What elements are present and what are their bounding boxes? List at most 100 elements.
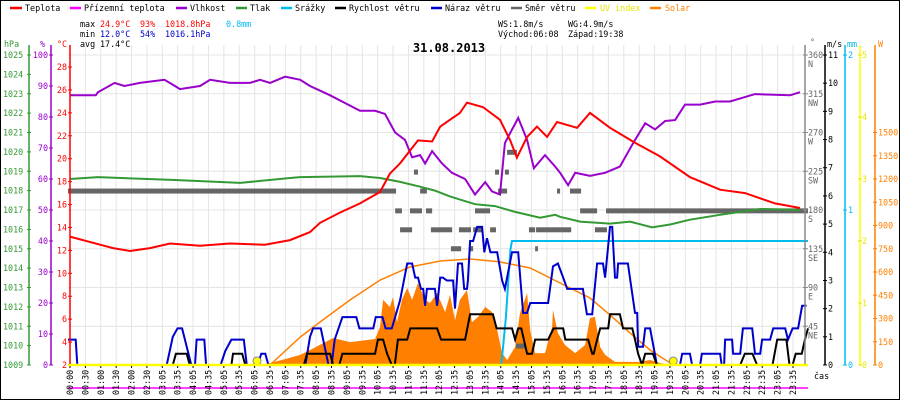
wind-tick-label: 6 [828,191,833,201]
temperature-tick-label: 2 [62,360,67,370]
x-tick-label: 23:35 [788,370,798,395]
direction-compass-label: SE [808,253,818,263]
pressure-tick-label: 1012 [3,302,23,312]
legend-label: Vlhkost [190,3,225,13]
x-tick-label: 15:35 [542,370,552,395]
axes-layer: hPa % °C ° m/s mm W čas 00:00 00:30 01:00 0… [3,37,898,395]
x-tick-label: 06:35 [265,370,275,395]
direction-unit: ° [810,37,815,47]
temperature-tick-label: 18 [57,177,67,187]
temperature-tick-label: 26 [57,85,67,95]
temperature-tick-label: 22 [57,131,67,141]
legend-item-humidity[interactable]: Vlhkost [176,3,225,13]
direction-compass-label: W [808,137,814,147]
wind-direction-mark [420,188,427,194]
wind-gust-max: WG:4.9m/s [568,19,613,29]
legend-item-temperature[interactable]: Teplota [10,3,60,13]
legend-item-wind-direction[interactable]: Směr větru [511,3,575,13]
legend-label: Rychlost větru [349,3,420,13]
legend-label: Náraz větru [445,3,500,13]
legend-item-pressure[interactable]: Tlak [236,3,270,13]
legend-item-solar[interactable]: Solar [650,3,690,13]
time-unit: čas [814,371,829,381]
wind-direction-mark [535,246,538,252]
x-tick-label: 23:05 [773,370,783,395]
x-tick-label: 19:35 [665,370,675,395]
x-tick-label: 09:35 [357,370,367,395]
x-tick-label: 01:00 [96,370,106,395]
pressure-tick-label: 1020 [3,147,23,157]
pressure-tick-label: 1024 [3,69,23,79]
wind-tick-label: 11 [828,50,838,60]
legend-item-rain[interactable]: Srážky [281,3,325,13]
wind-direction-mark [458,227,471,233]
x-tick-label: 21:05 [711,370,721,395]
x-tick-label: 19:05 [650,370,660,395]
temperature-tick-label: 4 [62,337,67,347]
solar-tick-label: 300 [878,314,893,324]
x-tick-label: 13:05 [465,370,475,395]
wind-direction-mark [425,208,433,214]
wind-tick-label: 10 [828,78,838,88]
uv-tick-label: 4 [862,112,867,122]
solar-tick-label: 150 [878,337,893,347]
legend-item-ground-temperature[interactable]: Přízemní teplota [70,3,165,13]
legend-item-uv-index[interactable]: UV index [585,3,640,13]
x-tick-label: 12:05 [434,370,444,395]
legend-item-wind-gust[interactable]: Náraz větru [431,3,500,13]
x-tick-label: 05:05 [219,370,229,395]
stats-block: max 24.9°C 93% 1018.8hPa 0.8mm min 12.0°… [80,19,623,49]
sunrise-time: Východ:06:08 [498,29,559,39]
wind-direction-mark [504,169,509,175]
solar-tick-label: 600 [878,267,893,277]
x-tick-label: 18:35 [634,370,644,395]
wind-direction-mark [569,188,582,194]
x-tick-label: 05:35 [234,370,244,395]
min-temp: 12.0°C [100,29,130,39]
pressure-tick-label: 1025 [3,50,23,60]
x-tick-label: 14:35 [511,370,521,395]
temperature-tick-label: 6 [62,314,67,324]
rain-tick-label: 2 [848,50,853,60]
wind-direction-mark [580,208,598,214]
x-tick-label: 12:35 [450,370,460,395]
direction-tick-label: 135 [808,244,823,254]
rain-total: 0.8mm [226,19,251,29]
sun-event-marker [252,356,262,366]
uv-tick-label: 3 [862,174,867,184]
legend-label: Solar [665,3,690,13]
legend-label: Směr větru [525,3,575,13]
max-pressure: 1018.8hPa [165,19,210,29]
legend-item-wind-speed[interactable]: Rychlost větru [335,3,420,13]
pressure-tick-label: 1014 [3,263,23,273]
x-tick-label: 18:05 [619,370,629,395]
wind-direction-mark [498,188,508,194]
x-tick-label: 13:35 [480,370,490,395]
pressure-tick-label: 1017 [3,205,23,215]
pressure-tick-label: 1022 [3,108,23,118]
x-tick-label: 02:00 [127,370,137,395]
wind-direction-mark [409,208,422,214]
wind-tick-label: 0 [828,360,833,370]
humidity-tick-label: 60 [38,174,48,184]
wind-speed-avg: WS:1.8m/s [498,19,543,29]
pressure-tick-label: 1019 [3,166,23,176]
legend-label: UV index [600,3,640,13]
solar-tick-label: 750 [878,244,893,254]
sun-event-marker [668,356,678,366]
solar-tick-label: 1050 [878,197,898,207]
x-tick-label: 17:35 [603,370,613,395]
max-label: max [80,19,95,29]
humidity-tick-label: 50 [38,205,48,215]
solar-tick-label: 1200 [878,174,898,184]
x-tick-label: 22:05 [742,370,752,395]
pressure-tick-label: 1015 [3,244,23,254]
wind-direction-mark [495,169,500,175]
x-tick-label: 10:05 [373,370,383,395]
uv-tick-label: 1 [862,298,867,308]
wind-tick-label: 8 [828,135,833,145]
direction-tick-label: 270 [808,128,823,138]
solar-area [261,283,671,365]
